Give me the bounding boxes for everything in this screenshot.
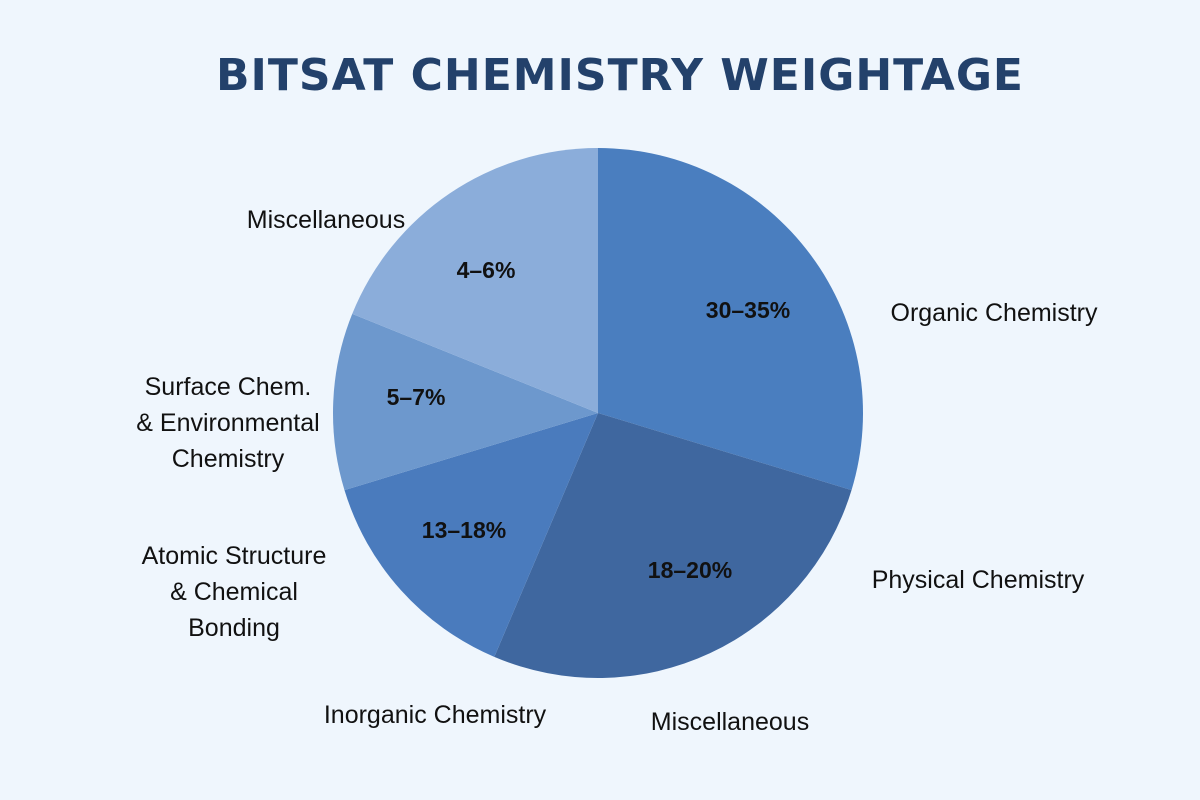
pie-slice	[494, 413, 852, 679]
slice-value-label: 5–7%	[387, 384, 446, 410]
pie-slice	[352, 147, 598, 413]
slice-value-label: 18–20%	[648, 557, 732, 583]
slice-category-label: Atomic Structure & Chemical Bonding	[142, 542, 327, 642]
slice-value-label: 4–6%	[457, 257, 516, 283]
pie-slice	[333, 313, 598, 491]
slice-category-label: Miscellaneous	[651, 708, 809, 736]
slice-category-label: Inorganic Chemistry	[324, 701, 547, 729]
slice-category-label: Physical Chemistry	[872, 566, 1085, 594]
slice-category-label: Miscellaneous	[247, 206, 405, 234]
pie-slice	[344, 413, 598, 657]
slice-category-label: Surface Chem. & Environmental Chemistry	[136, 373, 319, 473]
slice-category-label: Organic Chemistry	[891, 299, 1098, 327]
pie-slice	[598, 148, 863, 491]
slice-value-label: 30–35%	[706, 297, 790, 323]
slice-value-label: 13–18%	[422, 517, 506, 543]
chart-title: BITSAT CHEMISTRY WEIGHTAGE	[216, 50, 1024, 101]
